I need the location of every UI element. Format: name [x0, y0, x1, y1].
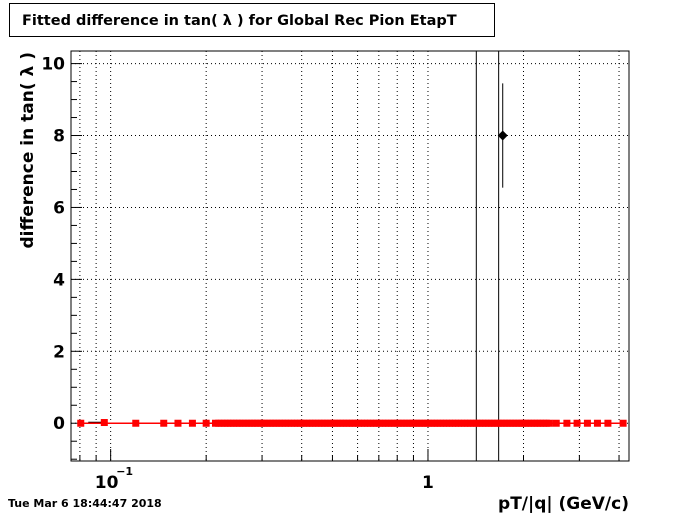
plot-frame — [70, 50, 630, 462]
data-point-red — [77, 419, 85, 427]
data-point-red — [545, 419, 553, 427]
y-tick-label: 6 — [53, 198, 65, 218]
data-point-red — [619, 419, 627, 427]
y-tick-label: 0 — [53, 414, 65, 434]
plot-frame-rect — [70, 50, 630, 462]
timestamp: Tue Mar 6 18:44:47 2018 — [8, 497, 162, 510]
data-point-red — [202, 419, 210, 427]
chart-title-box: Fitted difference in tan( λ ) for Global… — [9, 3, 495, 37]
data-point-red — [583, 419, 591, 427]
axis-ticks — [71, 63, 620, 461]
chart-title: Fitted difference in tan( λ ) for Global… — [22, 13, 457, 29]
data-point-red — [573, 419, 581, 427]
data-series — [77, 83, 627, 427]
y-tick-label: 8 — [53, 127, 65, 147]
data-point-red — [604, 419, 612, 427]
data-point-red — [552, 419, 560, 427]
grid — [71, 51, 629, 461]
y-tick-label: 10 — [41, 55, 65, 75]
data-point-red — [174, 419, 182, 427]
data-point-red — [188, 419, 196, 427]
data-point-red — [100, 419, 108, 427]
data-point-red — [132, 419, 140, 427]
data-point-red — [593, 419, 601, 427]
vertical-lines — [88, 51, 500, 461]
data-point-black — [497, 130, 508, 141]
y-axis-title: difference in tan( λ ) — [18, 52, 38, 249]
x-tick-label-exponent: −1 — [116, 465, 133, 478]
y-tick-label: 4 — [53, 270, 65, 290]
x-axis-title: pT/|q| (GeV/c) — [498, 494, 629, 514]
y-tick-label: 2 — [53, 342, 65, 362]
data-point-red — [160, 419, 168, 427]
x-tick-label: 1 — [422, 473, 434, 493]
x-tick-label: 10 — [95, 473, 119, 493]
data-point-red — [563, 419, 571, 427]
